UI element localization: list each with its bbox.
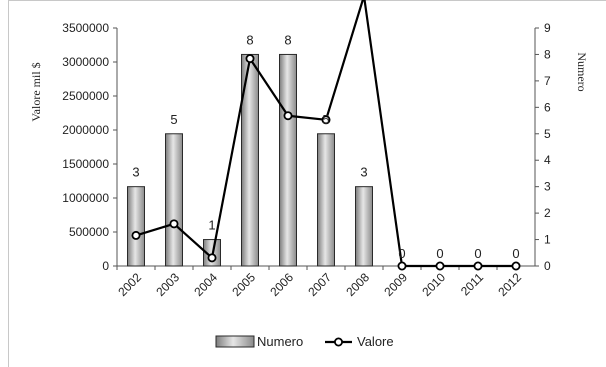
right-axis-title: Numero bbox=[575, 52, 589, 91]
data-label-2004: 1 bbox=[208, 218, 215, 233]
valore-point-2004 bbox=[207, 253, 217, 263]
bar-2006 bbox=[279, 53, 297, 267]
left-tick-label: 1000000 bbox=[62, 191, 109, 205]
frame-top-border bbox=[8, 0, 606, 1]
x-tick-label: 2007 bbox=[305, 270, 334, 299]
bar-2002 bbox=[127, 186, 145, 267]
right-tick-label: 1 bbox=[544, 233, 551, 247]
x-tick-label: 2012 bbox=[495, 270, 524, 299]
data-label-2003: 5 bbox=[170, 112, 177, 127]
x-tick-label: 2010 bbox=[419, 270, 448, 299]
right-tick-label: 4 bbox=[544, 153, 551, 167]
x-tick-label: 2009 bbox=[381, 270, 410, 299]
valore-point-2007 bbox=[321, 115, 331, 125]
data-label-2012: 0 bbox=[512, 246, 519, 261]
valore-point-2010 bbox=[435, 261, 445, 271]
right-tick-label: 8 bbox=[544, 47, 551, 61]
legend-swatch-numero bbox=[215, 335, 255, 348]
x-tick-label: 2011 bbox=[458, 270, 486, 298]
left-tick-label: 3500000 bbox=[62, 21, 109, 35]
left-tick-label: 1500000 bbox=[62, 157, 109, 171]
x-tick-label: 2003 bbox=[153, 270, 182, 299]
data-label-2007: 5 bbox=[322, 112, 329, 127]
data-label-2006: 8 bbox=[284, 32, 291, 47]
left-axis-title: Valore mil $ bbox=[29, 62, 43, 121]
data-label-2008: 3 bbox=[360, 165, 367, 180]
data-label-2009: 0 bbox=[398, 246, 405, 261]
bar-2008 bbox=[355, 186, 373, 267]
x-tick-label: 2002 bbox=[115, 270, 144, 299]
legend-label-valore: Valore bbox=[357, 334, 394, 349]
right-tick-label: 2 bbox=[544, 206, 551, 220]
x-tick-label: 2004 bbox=[191, 270, 220, 299]
left-tick-label: 2500000 bbox=[62, 89, 109, 103]
left-tick-label: 500000 bbox=[69, 225, 109, 239]
x-tick-label: 2005 bbox=[229, 270, 258, 299]
x-tick-label: 2008 bbox=[343, 270, 372, 299]
valore-point-2009 bbox=[397, 261, 407, 271]
data-label-2010: 0 bbox=[436, 246, 443, 261]
right-tick-label: 6 bbox=[544, 100, 551, 114]
valore-point-2012 bbox=[511, 261, 521, 271]
data-label-2005: 8 bbox=[246, 32, 253, 47]
right-tick-label: 7 bbox=[544, 74, 551, 88]
right-tick-label: 5 bbox=[544, 127, 551, 141]
right-tick-label: 0 bbox=[544, 259, 551, 273]
data-label-2011: 0 bbox=[474, 246, 481, 261]
left-tick-label: 3000000 bbox=[62, 55, 109, 69]
frame-left-border bbox=[8, 0, 9, 367]
valore-point-2003 bbox=[169, 219, 179, 229]
x-tick-label: 2006 bbox=[267, 270, 296, 299]
left-tick-label: 0 bbox=[102, 259, 109, 273]
right-tick-label: 9 bbox=[544, 21, 551, 35]
valore-point-2011 bbox=[473, 261, 483, 271]
legend-label-numero: Numero bbox=[257, 334, 303, 349]
valore-point-2006 bbox=[283, 111, 293, 121]
right-tick-label: 3 bbox=[544, 180, 551, 194]
valore-point-2005 bbox=[245, 54, 255, 64]
legend-swatch-valore-marker bbox=[333, 337, 343, 347]
left-tick-label: 2000000 bbox=[62, 123, 109, 137]
bar-2003 bbox=[165, 133, 183, 267]
data-label-2002: 3 bbox=[132, 165, 139, 180]
bar-2007 bbox=[317, 133, 335, 267]
valore-point-2002 bbox=[131, 230, 141, 240]
